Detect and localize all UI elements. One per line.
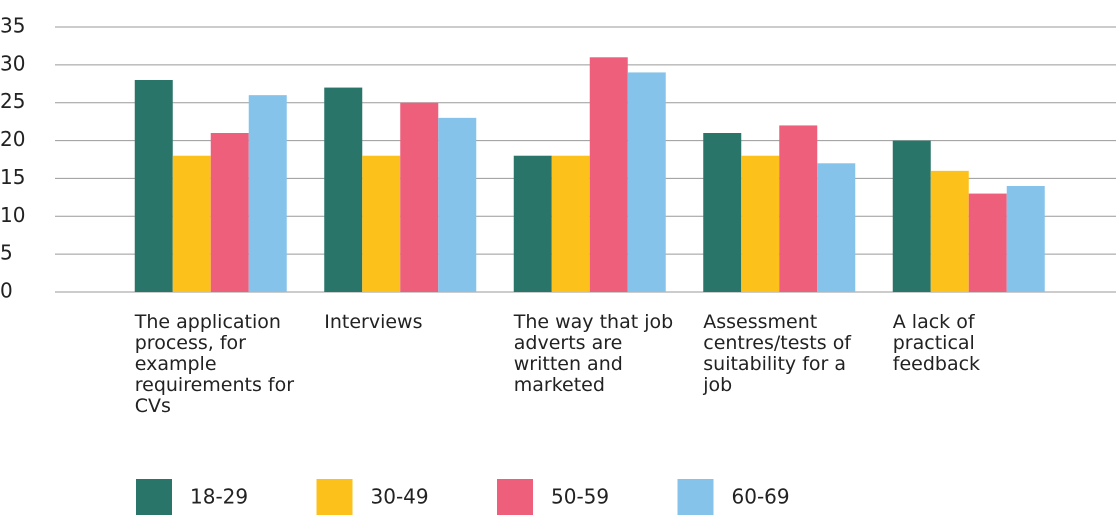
legend-swatch: [677, 479, 714, 515]
bar: [134, 80, 173, 292]
bar: [324, 87, 363, 292]
bar: [589, 57, 628, 293]
x-tick-label: Assessment centres/tests of suitability …: [703, 311, 852, 396]
y-tick-label: 20: [0, 127, 25, 151]
bar: [741, 155, 780, 292]
legend-label: 18-29: [190, 485, 248, 509]
bar: [930, 170, 969, 292]
bar: [438, 117, 477, 292]
legend-label: 60-69: [732, 485, 790, 509]
y-tick-label: 15: [0, 165, 25, 189]
y-tick-label: 10: [0, 203, 25, 227]
x-tick-label: Interviews: [324, 311, 423, 333]
x-tick-label: The application process, for example req…: [134, 311, 295, 417]
y-tick-label: 30: [0, 51, 25, 75]
legend-swatch: [316, 479, 353, 515]
y-tick-label: 5: [0, 241, 13, 265]
bar: [703, 133, 742, 292]
bar: [248, 95, 287, 293]
x-tick-label: A lack of practical feedback: [892, 311, 981, 375]
bar: [627, 72, 666, 292]
bar: [551, 155, 590, 292]
y-tick-label: 0: [0, 279, 13, 303]
bar: [1006, 186, 1045, 292]
bar: [210, 133, 249, 292]
bar: [817, 163, 856, 292]
bar: [362, 155, 401, 292]
y-tick-label: 35: [0, 14, 25, 38]
x-tick-label: The way that job adverts are written and…: [513, 311, 674, 396]
bar: [513, 155, 552, 292]
legend-swatch: [136, 479, 172, 515]
bar: [779, 125, 818, 292]
legend-swatch: [497, 479, 533, 515]
bar: [400, 102, 439, 292]
bar: [968, 193, 1007, 292]
legend-label: 50-59: [551, 485, 609, 509]
bar: [892, 140, 931, 292]
bar: [172, 155, 211, 292]
y-tick-label: 25: [0, 89, 25, 113]
legend-label: 30-49: [371, 485, 429, 509]
